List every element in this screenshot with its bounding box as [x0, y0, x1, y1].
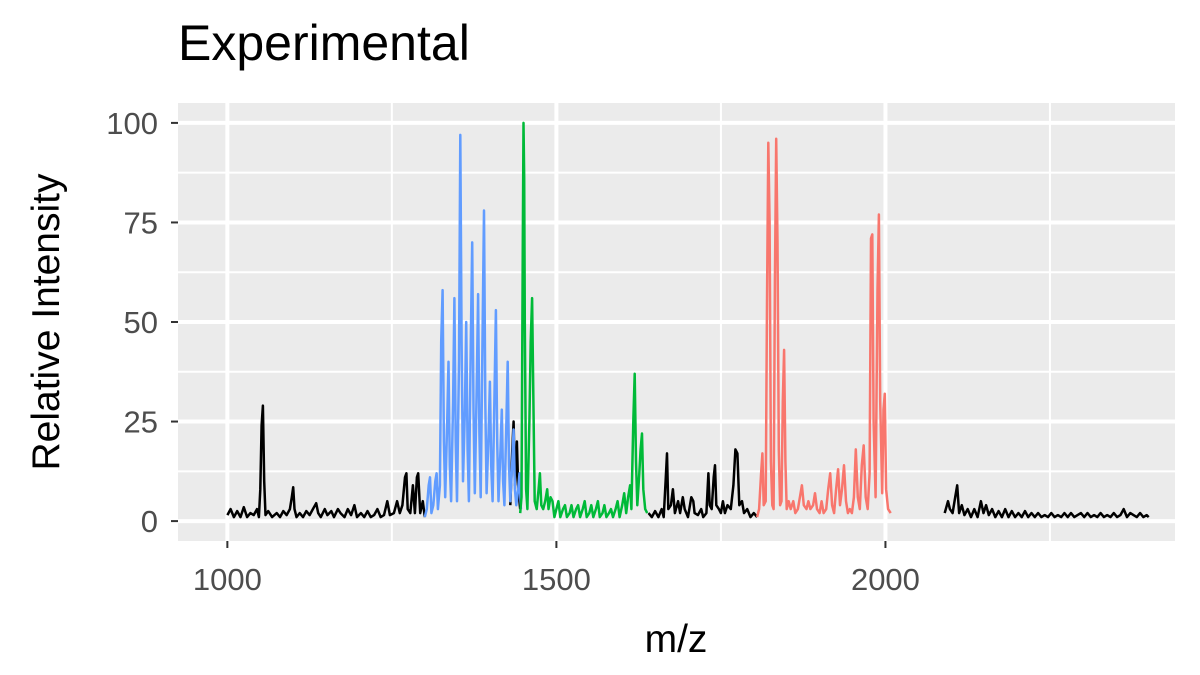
x-tick-label: 1000: [193, 562, 262, 597]
series-layer: [226, 121, 1150, 519]
y-axis-title: Relative Intensity: [25, 173, 68, 470]
y-tick-label: 100: [106, 106, 158, 141]
x-axis-title: m/z: [645, 618, 708, 661]
x-tick-label: 1500: [522, 562, 591, 597]
y-tick-label: 0: [141, 504, 158, 539]
series-0-segment-2: [647, 448, 759, 519]
y-tick-label: 75: [124, 205, 158, 240]
chart-title: Experimental: [178, 15, 470, 71]
series-3-segment-0: [755, 137, 892, 518]
series-0-segment-3: [943, 484, 1150, 519]
series-2-segment-0: [518, 121, 649, 519]
y-tick-label: 50: [124, 305, 158, 340]
y-tick-label: 25: [124, 405, 158, 440]
major-grid: [178, 103, 1175, 541]
x-tick-label: 2000: [851, 562, 920, 597]
series-1-segment-0: [423, 133, 523, 518]
series-0-segment-0: [226, 404, 427, 519]
axis-layer: 1000 1500 2000 0 25 50 75 100: [106, 106, 920, 597]
